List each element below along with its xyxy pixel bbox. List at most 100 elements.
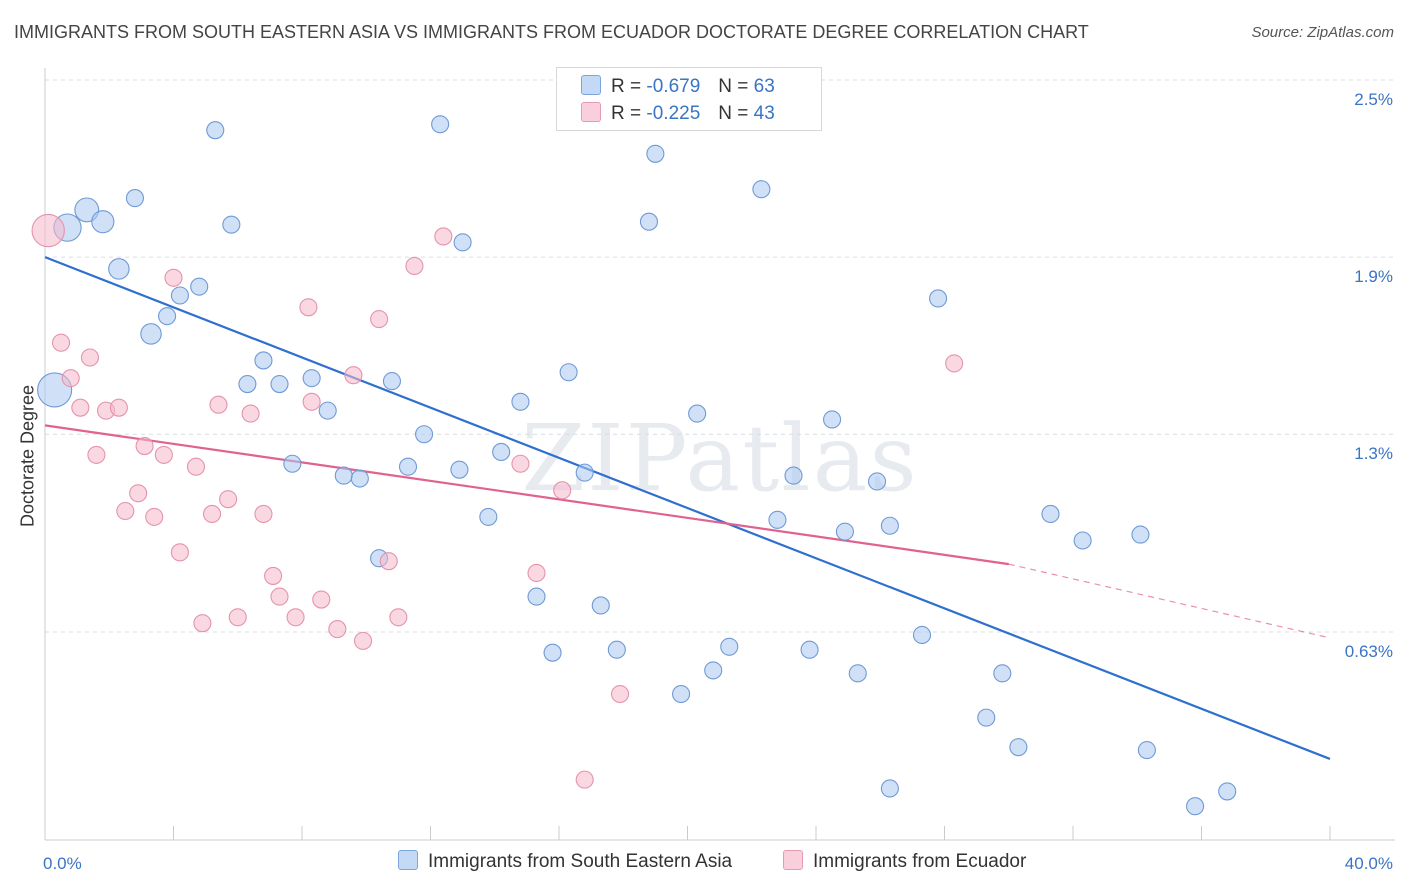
point-south-eastern-asia xyxy=(1137,741,1156,760)
point-ecuador xyxy=(228,608,247,627)
gridlines xyxy=(45,79,1395,633)
legend-swatch xyxy=(581,102,601,122)
trend-line-south-eastern-asia xyxy=(44,256,1331,760)
legend-swatch xyxy=(398,850,418,870)
chart-title: IMMIGRANTS FROM SOUTH EASTERN ASIA VS IM… xyxy=(14,22,1089,42)
y-tick-label: 2.5% xyxy=(1354,90,1393,109)
legend-box: R = -0.679 N = 63 R = -0.225 N = 43 xyxy=(556,67,822,131)
point-ecuador xyxy=(186,457,206,476)
point-ecuador xyxy=(145,507,164,526)
point-ecuador xyxy=(575,770,594,789)
legend-item-ecuador: Immigrants from Ecuador xyxy=(783,850,1026,873)
point-south-eastern-asia xyxy=(334,466,353,485)
point-ecuador xyxy=(193,614,212,633)
point-south-eastern-asia xyxy=(835,522,854,541)
point-south-eastern-asia xyxy=(977,708,996,727)
point-ecuador xyxy=(553,481,572,500)
point-ecuador xyxy=(203,504,222,523)
point-south-eastern-asia xyxy=(1131,525,1150,544)
legend-item-south-eastern-asia: Immigrants from South Eastern Asia xyxy=(398,850,732,873)
source-label: Source: ZipAtlas.com xyxy=(1251,24,1394,41)
n-value: 63 xyxy=(753,76,775,97)
point-south-eastern-asia xyxy=(350,469,369,488)
point-south-eastern-asia xyxy=(453,233,472,252)
point-south-eastern-asia xyxy=(254,351,273,370)
point-south-eastern-asia xyxy=(575,463,594,482)
point-south-eastern-asia xyxy=(74,197,100,223)
point-south-eastern-asia xyxy=(768,510,787,529)
point-south-eastern-asia xyxy=(912,625,932,645)
point-ecuador xyxy=(379,552,398,571)
point-south-eastern-asia xyxy=(993,664,1012,683)
watermark: ZIPatlas xyxy=(521,405,918,512)
point-south-eastern-asia xyxy=(479,507,498,526)
point-south-eastern-asia xyxy=(688,404,707,423)
point-south-eastern-asia xyxy=(222,215,241,234)
r-value: -0.225 xyxy=(646,103,701,124)
point-ecuador xyxy=(511,454,530,473)
n-value: 43 xyxy=(753,103,775,124)
trend-line-ecuador xyxy=(44,424,1009,566)
point-south-eastern-asia xyxy=(607,640,626,659)
x-tick-label: 0.0% xyxy=(43,854,82,873)
y-tick-label: 0.63% xyxy=(1345,642,1393,661)
point-south-eastern-asia xyxy=(108,258,130,280)
point-south-eastern-asia xyxy=(190,277,209,296)
legend-swatch xyxy=(581,75,601,95)
point-south-eastern-asia xyxy=(206,121,225,140)
point-ecuador xyxy=(154,445,173,464)
point-south-eastern-asia xyxy=(880,516,899,535)
point-south-eastern-asia xyxy=(415,425,434,444)
point-ecuador xyxy=(170,543,189,562)
point-south-eastern-asia xyxy=(511,392,530,411)
point-ecuador xyxy=(71,398,90,417)
point-south-eastern-asia xyxy=(492,442,511,462)
point-south-eastern-asia xyxy=(704,661,723,680)
point-ecuador xyxy=(87,445,106,464)
point-south-eastern-asia xyxy=(543,643,562,662)
point-south-eastern-asia xyxy=(646,144,665,163)
point-ecuador xyxy=(241,404,260,423)
point-south-eastern-asia xyxy=(527,587,546,606)
point-south-eastern-asia xyxy=(398,457,418,476)
point-ecuador xyxy=(610,684,630,704)
point-south-eastern-asia xyxy=(283,454,302,473)
legend-row-south-eastern-asia: R = -0.679 N = 63 xyxy=(581,75,775,101)
point-south-eastern-asia xyxy=(382,372,402,391)
point-ecuador xyxy=(328,620,347,639)
point-south-eastern-asia xyxy=(672,684,691,704)
point-ecuador xyxy=(52,333,71,352)
legend-row-ecuador: R = -0.225 N = 43 xyxy=(581,102,775,128)
point-ecuador xyxy=(302,392,321,411)
trend-lines xyxy=(44,256,1331,760)
point-south-eastern-asia xyxy=(1218,782,1237,801)
point-ecuador xyxy=(405,256,424,276)
point-south-eastern-asia xyxy=(591,596,610,615)
point-south-eastern-asia xyxy=(752,180,771,199)
point-ecuador xyxy=(527,563,546,583)
point-south-eastern-asia xyxy=(450,460,469,479)
point-south-eastern-asia xyxy=(784,466,803,485)
point-south-eastern-asia xyxy=(431,115,450,134)
point-ecuador xyxy=(109,398,128,417)
point-south-eastern-asia xyxy=(238,375,257,394)
point-south-eastern-asia xyxy=(867,472,887,491)
point-ecuador xyxy=(31,213,65,248)
point-south-eastern-asia xyxy=(91,210,115,234)
point-south-eastern-asia xyxy=(318,401,337,420)
r-value: -0.679 xyxy=(646,76,701,97)
point-ecuador xyxy=(164,268,183,287)
point-south-eastern-asia xyxy=(800,640,819,659)
x-tick-label: 40.0% xyxy=(1345,854,1393,873)
point-ecuador xyxy=(135,436,154,456)
point-south-eastern-asia xyxy=(1009,738,1028,757)
point-ecuador xyxy=(344,366,363,385)
point-south-eastern-asia xyxy=(125,189,144,208)
point-ecuador xyxy=(945,354,964,373)
point-south-eastern-asia xyxy=(929,289,948,308)
point-ecuador xyxy=(254,504,273,523)
tick-labels: 0.63% 1.3% 1.9% 2.5% 0.0% 40.0% xyxy=(43,90,1393,873)
trend-line-ecuador-extension xyxy=(1008,563,1331,639)
point-ecuador xyxy=(353,631,373,650)
